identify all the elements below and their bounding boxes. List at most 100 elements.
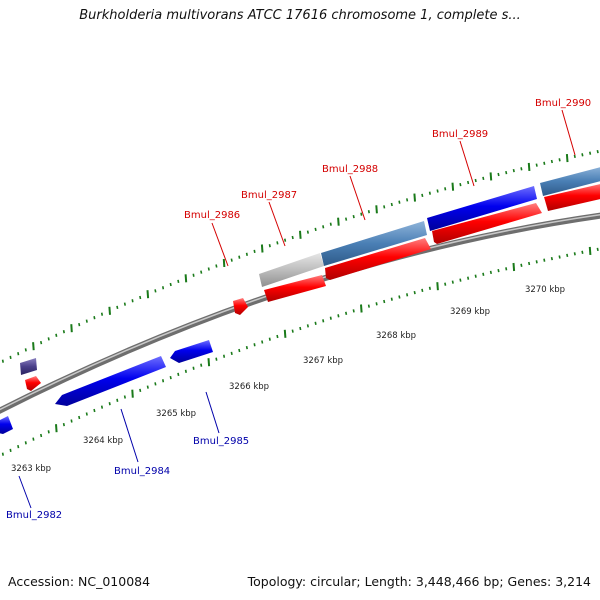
steelblue-feature-2[interactable] [540,166,600,196]
minor-tick [261,340,264,344]
minor-tick [284,238,287,242]
minor-tick [505,267,508,271]
minor-tick [489,270,492,275]
major-tick [260,244,264,253]
gene-feature-bmul-2988[interactable] [325,238,431,280]
minor-tick [24,441,27,445]
minor-tick [162,286,165,290]
minor-tick [24,348,27,352]
minor-tick [230,351,233,356]
minor-tick [154,289,157,293]
minor-tick [100,405,104,409]
minor-tick [444,187,447,191]
minor-tick [581,153,584,157]
gene-label-bmul-2989[interactable]: Bmul_2989 [432,129,488,140]
minor-tick [573,154,576,159]
minor-tick [291,329,294,333]
minor-tick [352,214,355,219]
minor-tick [177,279,180,284]
minor-tick [306,324,309,328]
major-tick [108,306,111,315]
minor-tick [428,191,431,195]
gene-feature-bmul-2990[interactable] [544,183,600,211]
gene-feature-bmul-2989[interactable] [432,203,542,244]
gene-label-bmul-2987[interactable]: Bmul_2987 [241,190,297,201]
minor-tick [169,375,172,380]
minor-tick [1,359,4,363]
gene-feature-bmul-2984[interactable] [55,356,166,406]
major-tick [146,290,150,299]
minor-tick [55,333,58,337]
chromosome-backbone-highlight [0,213,600,411]
minor-tick [78,415,81,420]
minor-tick [32,437,35,441]
minor-tick [238,348,241,353]
gene-feature-bmul-2985[interactable] [170,340,213,363]
minor-tick [207,267,210,271]
minor-tick [505,170,508,175]
red-feature-small-mid[interactable] [233,298,248,315]
minor-tick [337,314,340,318]
minor-tick [276,334,279,339]
minor-tick [520,263,523,267]
major-tick [413,193,416,202]
minor-tick [154,382,157,386]
major-tick [375,205,378,214]
steelblue-feature-1[interactable] [321,221,427,266]
minor-tick [306,230,309,234]
minor-tick [268,244,271,248]
minor-tick [581,250,584,254]
gene-label-bmul-2990[interactable]: Bmul_2990 [535,98,591,109]
minor-tick [375,302,378,306]
minor-tick [200,363,203,367]
minor-tick [314,227,317,232]
minor-tick [512,168,515,173]
tick-row-lower [1,246,599,456]
purple-feature[interactable] [20,358,37,375]
minor-tick [383,205,386,209]
red-feature-small-left[interactable] [25,376,41,391]
major-tick [184,274,188,283]
gene-feature-bmul-2987[interactable] [264,275,326,302]
minor-tick [589,151,592,155]
minor-tick [329,222,332,226]
minor-tick [406,293,409,297]
major-tick [299,230,302,239]
blue-feature-bmul-2989[interactable] [427,186,537,231]
minor-tick [116,398,119,402]
minor-tick [245,345,248,350]
scale-label-3265: 3265 kbp [156,409,196,419]
gene-feature-bmul-2982[interactable] [0,416,13,434]
minor-tick [459,182,462,187]
minor-tick [276,241,279,245]
minor-tick [215,264,218,268]
gene-label-bmul-2984[interactable]: Bmul_2984 [114,466,170,477]
minor-tick [108,402,111,406]
minor-tick [17,444,20,449]
minor-tick [428,286,431,290]
gene-label-bmul-2982[interactable]: Bmul_2982 [6,510,62,521]
minor-tick [322,225,325,229]
gene-label-bmul-2988[interactable]: Bmul_2988 [322,164,378,175]
minor-tick [345,311,348,315]
genome-summary-text: Topology: circular; Length: 3,448,466 bp… [247,574,591,589]
minor-tick [390,202,393,207]
reverse-strand-genes [0,340,213,434]
forward-strand-genes [264,183,600,302]
major-tick [207,358,211,367]
minor-tick [482,272,485,276]
gene-label-bmul-2985[interactable]: Bmul_2985 [193,436,249,447]
major-tick [360,304,363,313]
gray-feature[interactable] [259,253,324,287]
minor-tick [322,319,325,323]
minor-tick [139,388,142,393]
minor-tick [329,316,332,320]
minor-tick [360,212,363,216]
minor-tick [367,304,370,308]
minor-tick [474,274,477,278]
minor-tick [223,354,226,358]
minor-tick [573,252,576,256]
minor-tick [497,268,500,273]
gene-label-bmul-2986[interactable]: Bmul_2986 [184,210,240,221]
